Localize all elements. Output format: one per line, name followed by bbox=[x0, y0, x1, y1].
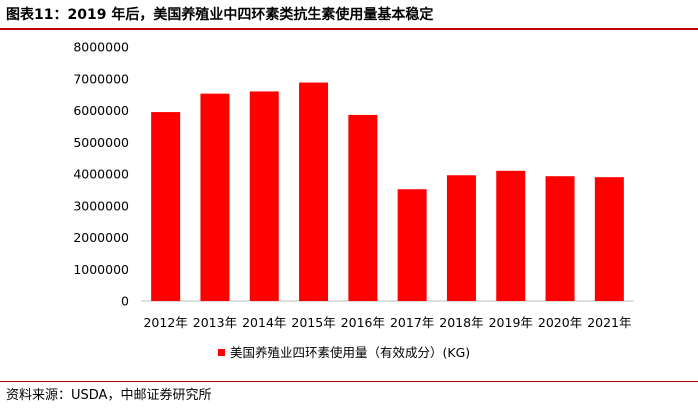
bar bbox=[545, 176, 575, 301]
x-tick-label: 2018年 bbox=[439, 315, 483, 330]
bar bbox=[299, 82, 329, 301]
bar bbox=[397, 189, 427, 301]
bar-series bbox=[151, 82, 624, 302]
x-tick-label: 2012年 bbox=[143, 315, 187, 330]
bar-chart: 0 1000000 2000000 3000000 4000000 5000000 6000… bbox=[73, 40, 634, 360]
y-tick-label: 4000000 bbox=[73, 167, 129, 182]
y-axis: 0 1000000 2000000 3000000 4000000 5000000 6000… bbox=[73, 40, 129, 309]
x-tick-label: 2021年 bbox=[587, 315, 631, 330]
y-tick-label: 7000000 bbox=[73, 71, 129, 86]
bar bbox=[348, 114, 378, 301]
y-tick-label: 2000000 bbox=[73, 230, 129, 245]
source-rule bbox=[0, 381, 698, 382]
bar bbox=[594, 177, 624, 301]
bar bbox=[496, 170, 526, 301]
bar bbox=[249, 91, 279, 301]
legend: 美国养殖业四环素使用量（有效成分）(KG) bbox=[218, 345, 470, 360]
x-tick-label: 2019年 bbox=[489, 315, 533, 330]
x-tick-label: 2015年 bbox=[291, 315, 335, 330]
legend-swatch bbox=[218, 349, 225, 356]
y-tick-label: 1000000 bbox=[73, 262, 129, 277]
x-tick-label: 2020年 bbox=[538, 315, 582, 330]
x-axis: 2012年 2013年 2014年 2015年 2016年 2017年 2018年 2019年… bbox=[143, 315, 631, 330]
bar bbox=[446, 175, 476, 301]
y-tick-label: 8000000 bbox=[73, 40, 129, 55]
figure-title: 图表11：2019 年后，美国养殖业中四环素类抗生素使用量基本稳定 bbox=[6, 7, 434, 23]
source-note: 资料来源：USDA，中邮证券研究所 bbox=[6, 388, 212, 403]
legend-label: 美国养殖业四环素使用量（有效成分）(KG) bbox=[230, 345, 470, 360]
x-tick-label: 2017年 bbox=[390, 315, 434, 330]
y-tick-label: 3000000 bbox=[73, 198, 129, 213]
bar bbox=[200, 93, 230, 301]
x-tick-label: 2016年 bbox=[341, 315, 385, 330]
y-tick-label: 6000000 bbox=[73, 103, 129, 118]
title-rule bbox=[0, 28, 698, 30]
y-tick-label: 5000000 bbox=[73, 135, 129, 150]
bar bbox=[151, 112, 181, 302]
y-tick-label: 0 bbox=[121, 294, 129, 309]
x-tick-label: 2013年 bbox=[193, 315, 237, 330]
x-tick-label: 2014年 bbox=[242, 315, 286, 330]
